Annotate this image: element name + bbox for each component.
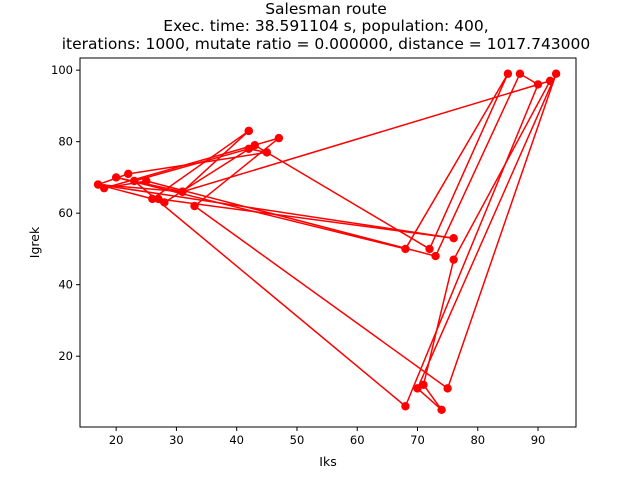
x-tick-label: 40 (229, 433, 244, 447)
route-point (449, 234, 458, 243)
route-point (533, 80, 543, 89)
route-segment (97, 183, 455, 239)
route-point (178, 187, 187, 196)
route-segment (151, 130, 250, 200)
y-axis-ticks: 20 40 60 80 100 (51, 63, 80, 363)
route-segment (145, 180, 437, 257)
y-tick-label: 40 (58, 278, 73, 292)
route-segment (434, 72, 521, 257)
route-point (401, 244, 410, 254)
y-tick-label: 80 (58, 135, 73, 149)
route-point (545, 76, 555, 86)
route-segment (193, 205, 449, 390)
y-tick-label: 100 (51, 63, 73, 77)
route-point (160, 198, 169, 207)
route-segment (157, 198, 455, 239)
route-point (262, 148, 272, 157)
route-point (274, 133, 284, 143)
route-point (124, 169, 133, 179)
route-segment (428, 72, 509, 250)
route-segment (103, 180, 148, 189)
route-point (503, 69, 513, 78)
route-point (443, 384, 452, 393)
x-tick-label: 30 (169, 433, 184, 447)
x-tick-label: 70 (410, 433, 425, 447)
plot-area (93, 69, 561, 415)
route-segment (97, 183, 184, 193)
y-axis-label: Igrek (27, 226, 42, 258)
route-point (244, 126, 253, 136)
x-axis-label: Iks (319, 454, 336, 469)
route-segment (404, 83, 539, 408)
route-point (93, 180, 103, 189)
route-point (431, 251, 440, 261)
y-tick-label: 60 (58, 206, 73, 220)
route-point (148, 194, 157, 204)
route-point (244, 144, 253, 154)
route-point (190, 201, 199, 211)
route-segment (133, 180, 407, 408)
route-point (401, 402, 410, 411)
route-point (437, 405, 446, 415)
y-tick-label: 20 (58, 349, 73, 363)
route-segment (115, 176, 407, 250)
x-tick-label: 60 (350, 433, 365, 447)
chart-title-line-2: Exec. time: 38.591104 s, population: 400… (163, 17, 488, 35)
route-point (551, 69, 561, 78)
route-point (130, 176, 139, 186)
route-point (413, 384, 422, 393)
x-tick-label: 20 (109, 433, 124, 447)
chart-title-line-1: Salesman route (265, 0, 387, 18)
route-point (449, 255, 458, 264)
route-segment (133, 148, 250, 182)
route-point (111, 173, 121, 182)
route-segment (181, 130, 250, 193)
route-segment (446, 72, 557, 390)
x-tick-label: 90 (531, 433, 546, 447)
route-point (142, 176, 151, 186)
x-tick-label: 50 (290, 433, 305, 447)
x-axis-ticks: 20 30 40 50 60 70 80 90 (109, 427, 546, 447)
route-segment (404, 72, 509, 250)
route-segment (422, 384, 443, 411)
x-tick-label: 80 (470, 433, 485, 447)
route-point (425, 244, 434, 254)
chart-title-line-3: iterations: 1000, mutate ratio = 0.00000… (62, 35, 591, 53)
route-segment (115, 176, 184, 193)
route-segment (416, 72, 557, 390)
axes-frame (79, 57, 577, 428)
route-segment (416, 387, 443, 411)
route-point (515, 69, 525, 78)
route-segment (181, 80, 551, 193)
route-segment (127, 151, 268, 175)
route-segment (254, 144, 431, 250)
